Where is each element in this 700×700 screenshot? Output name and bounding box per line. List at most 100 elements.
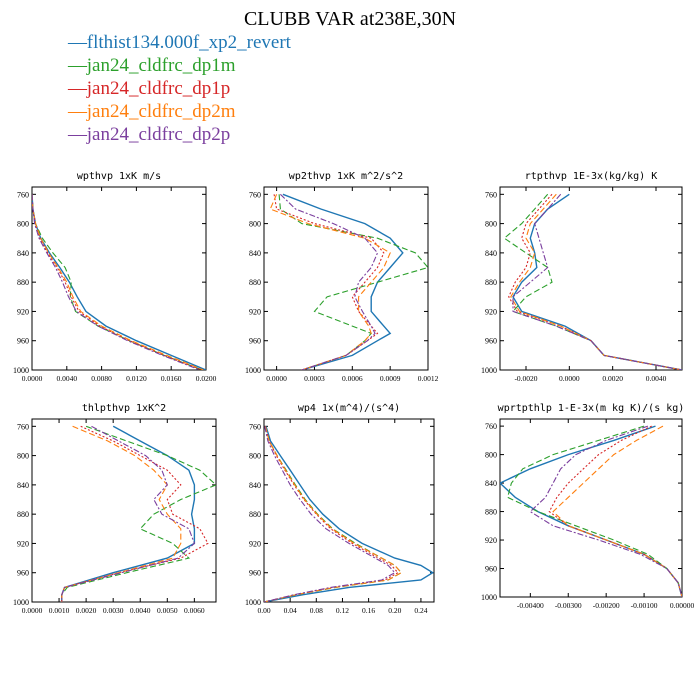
x-tick-label: 0.04	[284, 606, 297, 615]
legend-label: jan24_cldfrc_dp1m	[86, 55, 236, 76]
y-tick-label: 920	[485, 307, 497, 316]
series-line	[61, 425, 216, 602]
legend-item: — jan24_cldfrc_dp1p	[68, 77, 291, 100]
x-tick-label: 0.12	[336, 606, 349, 615]
series-line	[552, 425, 682, 597]
x-tick-label: 0.00	[257, 606, 270, 615]
x-tick-label: 0.0000	[22, 606, 43, 615]
series-line	[32, 194, 201, 370]
plot-title: wp4 1x(m^4)/(s^4)	[298, 403, 400, 414]
y-tick-label: 760	[17, 422, 29, 431]
y-tick-label: 1000	[13, 598, 29, 607]
y-tick-label: 880	[485, 508, 497, 517]
y-tick-label: 760	[485, 422, 497, 431]
x-tick-label: -0.00300	[555, 601, 582, 610]
y-tick-label: 800	[249, 220, 261, 229]
plot-frame	[499, 418, 683, 598]
x-tick-label: 0.0060	[184, 606, 205, 615]
x-tick-label: 0.0040	[646, 374, 667, 383]
x-tick-label: 0.00000	[670, 601, 695, 610]
profile-plot: wprtpthlp 1-E-3x(m kg K)/(s kg)760 800 840…	[481, 403, 694, 610]
legend-label: jan24_cldfrc_dp2m	[86, 101, 236, 122]
y-tick-label: 960	[485, 565, 497, 574]
legend-item: — flthist134.000f_xp2_revert	[68, 31, 291, 54]
x-tick-label: 0.16	[362, 606, 375, 615]
x-tick-label: -0.00200	[593, 601, 620, 610]
y-tick-label: 1000	[13, 366, 29, 375]
y-tick-label: 840	[249, 249, 261, 258]
legend-label: jan24_cldfrc_dp2p	[86, 124, 231, 145]
x-tick-label: 0.0040	[56, 374, 77, 383]
series-line	[264, 426, 403, 602]
series-line	[512, 193, 682, 370]
x-tick-label: 0.0000	[22, 374, 43, 383]
x-tick-label: 0.0040	[130, 606, 151, 615]
y-tick-label: 920	[249, 539, 261, 548]
y-tick-label: 800	[249, 452, 261, 461]
plot-frame	[31, 418, 217, 603]
series-line	[500, 425, 682, 597]
x-tick-label: 0.0160	[161, 374, 182, 383]
legend: — flthist134.000f_xp2_revert — jan24_cld…	[68, 31, 291, 146]
legend-label: jan24_cldfrc_dp1p	[86, 78, 231, 99]
plot-frame	[263, 186, 429, 371]
x-tick-label: -0.0020	[514, 374, 537, 383]
series-line	[32, 194, 206, 370]
series-line	[61, 425, 196, 602]
x-tick-label: 0.0000	[266, 374, 287, 383]
x-tick-label: 0.0010	[49, 606, 70, 615]
y-tick-label: 880	[17, 278, 29, 287]
y-tick-label: 960	[249, 337, 261, 346]
x-tick-label: 0.0006	[342, 374, 363, 383]
x-tick-label: 0.24	[414, 606, 427, 615]
legend-item: — jan24_cldfrc_dp2m	[68, 100, 291, 123]
legend-label: flthist134.000f_xp2_revert	[86, 32, 291, 53]
y-tick-label: 1000	[481, 366, 497, 375]
series-line	[61, 425, 209, 602]
y-tick-label: 920	[17, 539, 29, 548]
x-tick-label: 0.0050	[157, 606, 178, 615]
y-tick-label: 1000	[245, 598, 261, 607]
y-tick-label: 880	[249, 510, 261, 519]
profile-plot: wpthvp 1xK m/s76080084088092096010000.00…	[13, 171, 217, 383]
y-tick-label: 960	[485, 337, 497, 346]
series-line	[32, 194, 203, 370]
series-line	[269, 194, 391, 370]
y-tick-label: 760	[485, 190, 497, 199]
series-line	[529, 425, 682, 597]
figure-title: CLUBB VAR at238E,30N	[243, 8, 457, 30]
x-tick-label: 0.0003	[304, 374, 325, 383]
profile-plot: thlpthvp 1xK^276080084088092096010000.00…	[13, 403, 217, 615]
series-line	[61, 425, 196, 602]
y-tick-label: 800	[485, 451, 497, 460]
y-tick-label: 920	[485, 536, 497, 545]
y-tick-label: 840	[485, 479, 497, 488]
series-line	[61, 425, 182, 602]
profile-plot: wp2thvp 1xK m^2/s^2 760 800 840 880 920 960 100…	[245, 171, 439, 383]
series-line	[548, 425, 682, 597]
y-tick-label: 840	[17, 481, 29, 490]
profile-plot: rtpthvp 1E-3x(kg/kg) K 760 800 840 880 920 960…	[481, 171, 683, 383]
y-tick-label: 1000	[481, 593, 497, 602]
plot-frame	[263, 418, 435, 603]
x-tick-label: 0.08	[310, 606, 323, 615]
series-line	[282, 193, 404, 370]
profile-plot: wp4 1x(m^4)/(s^4)76080084088092096010000…	[245, 403, 435, 615]
y-tick-label: 960	[17, 337, 29, 346]
series-line	[508, 193, 682, 370]
y-tick-label: 840	[485, 249, 497, 258]
series-line	[264, 426, 434, 602]
y-tick-label: 800	[17, 220, 29, 229]
x-tick-label: 0.0012	[418, 374, 439, 383]
plot-title: wprtpthlp 1-E-3x(m kg K)/(s kg)	[498, 403, 685, 414]
x-tick-label: 0.0009	[380, 374, 401, 383]
y-tick-label: 840	[17, 249, 29, 258]
legend-item: — jan24_cldfrc_dp1m	[68, 54, 291, 77]
series-line	[273, 194, 385, 370]
legend-item: — jan24_cldfrc_dp2p	[68, 123, 291, 146]
y-tick-label: 960	[249, 569, 261, 578]
y-tick-label: 920	[17, 307, 29, 316]
x-tick-label: 0.0200	[196, 374, 217, 383]
